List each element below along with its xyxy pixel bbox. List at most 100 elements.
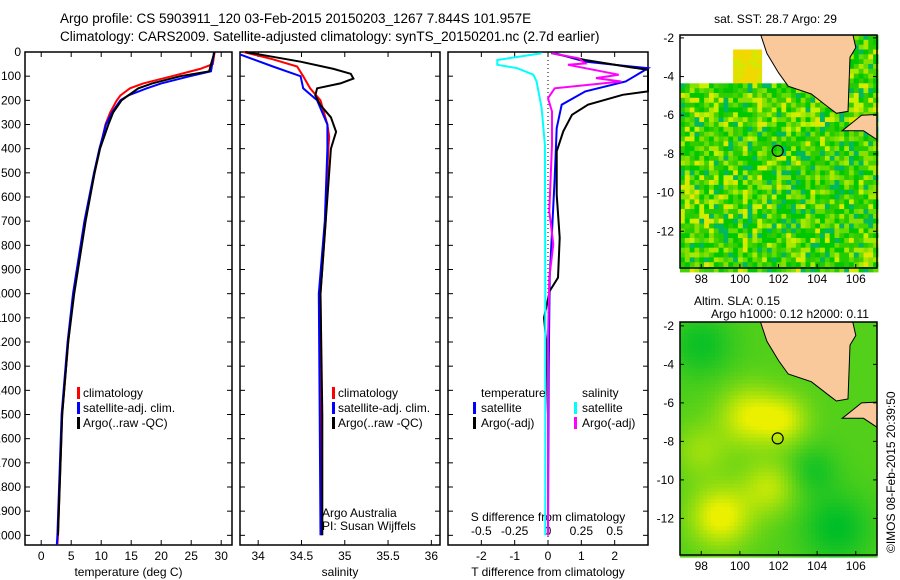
map-cell — [691, 329, 697, 335]
map-cell — [765, 418, 770, 423]
map-cell — [830, 541, 836, 546]
map-cell — [728, 44, 734, 51]
map-cell — [815, 165, 821, 171]
map-cell — [868, 107, 874, 113]
map-cell — [815, 228, 821, 234]
map-cell — [699, 429, 704, 435]
map-cell — [699, 530, 704, 535]
map-cell — [807, 526, 812, 531]
map-cell — [714, 472, 720, 477]
map-cell — [762, 102, 768, 109]
map-cell — [791, 160, 797, 167]
map-cell — [820, 160, 826, 167]
map-cell — [742, 184, 749, 191]
map-cell — [757, 78, 763, 84]
map-cell — [733, 151, 739, 157]
map-cell — [772, 449, 778, 454]
map-cell — [753, 349, 758, 354]
map-cell — [761, 456, 766, 462]
map-cell — [730, 479, 735, 485]
map-cell — [765, 402, 770, 408]
map-cell — [699, 433, 704, 439]
map-cell — [699, 383, 704, 389]
map-cell — [704, 78, 710, 84]
map-cell — [713, 238, 720, 244]
map-cell — [786, 242, 792, 249]
map-cell — [730, 429, 735, 435]
map-cell — [873, 257, 879, 263]
map-cell — [795, 112, 802, 118]
map-cell — [680, 514, 685, 520]
map-cell — [683, 533, 689, 539]
map-cell — [757, 418, 762, 423]
map-cell — [757, 233, 763, 239]
map-cell — [842, 491, 847, 496]
map-cell — [699, 472, 704, 477]
map-cell — [839, 160, 845, 167]
map-cell — [730, 456, 735, 462]
map-cell — [849, 228, 855, 234]
map-cell — [699, 545, 704, 550]
map-cell — [803, 518, 809, 523]
map-cell — [803, 464, 809, 469]
map-cell — [753, 503, 758, 508]
map-cell — [691, 349, 697, 354]
map-cell — [781, 126, 787, 133]
map-cell — [707, 349, 712, 354]
map-cell — [695, 406, 700, 412]
map-cell — [703, 349, 708, 354]
map-cell — [815, 441, 820, 446]
map-cell — [815, 209, 821, 215]
map-cell — [776, 180, 782, 186]
map-cell — [683, 368, 689, 373]
map-cell — [695, 518, 700, 523]
legend-entry: satellite-adj. clim. — [83, 401, 175, 415]
map-cell — [863, 257, 869, 263]
map-cell — [772, 506, 778, 512]
map-cell — [734, 506, 739, 512]
map-cell — [742, 170, 749, 176]
map-cell — [781, 102, 787, 109]
map-cell — [710, 399, 716, 404]
map-cell — [799, 391, 805, 396]
map-cell — [807, 418, 812, 423]
map-cell — [807, 472, 812, 477]
map-cell — [791, 126, 797, 133]
map-cell — [810, 242, 816, 249]
map-cell — [710, 402, 716, 408]
map-cell — [747, 64, 753, 70]
map-cell — [726, 395, 731, 400]
map-cell — [714, 391, 720, 396]
map-cell — [733, 262, 739, 268]
map-cell — [710, 533, 716, 539]
map-cell — [776, 88, 782, 94]
map-cell — [741, 449, 747, 454]
map-cell — [834, 204, 840, 210]
map-cell — [824, 184, 831, 191]
map-cell — [784, 533, 789, 539]
map-cell — [822, 526, 828, 531]
map-cell — [737, 441, 743, 446]
map-cell — [858, 165, 865, 171]
map-cell — [792, 533, 797, 539]
map-cell — [826, 472, 832, 477]
map-cell — [761, 549, 766, 554]
map-cell — [822, 533, 828, 539]
map-cell — [680, 199, 686, 205]
map-cell — [784, 414, 789, 419]
map-cell — [811, 414, 816, 419]
map-cell — [728, 242, 734, 249]
map-cell — [680, 175, 686, 181]
map-cell — [707, 345, 712, 350]
map-cell — [714, 445, 720, 450]
map-cell — [765, 426, 770, 431]
map-cell — [745, 533, 751, 539]
map-cell — [784, 468, 789, 473]
map-cell — [699, 223, 705, 229]
map-cell — [753, 449, 758, 454]
map-cell — [709, 262, 715, 268]
map-cell — [766, 146, 773, 152]
map-cell — [684, 257, 691, 263]
map-cell — [776, 93, 782, 99]
map-cell — [742, 59, 749, 65]
